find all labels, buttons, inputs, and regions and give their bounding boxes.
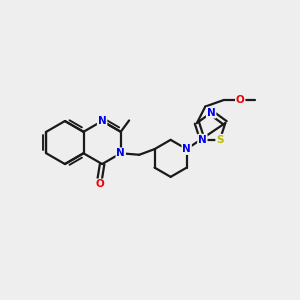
- Text: N: N: [207, 108, 215, 118]
- Text: N: N: [98, 116, 106, 126]
- Text: O: O: [236, 95, 244, 105]
- Text: N: N: [198, 135, 207, 145]
- Text: N: N: [182, 144, 191, 154]
- Text: O: O: [95, 179, 104, 189]
- Text: N: N: [116, 148, 125, 158]
- Text: S: S: [216, 135, 224, 145]
